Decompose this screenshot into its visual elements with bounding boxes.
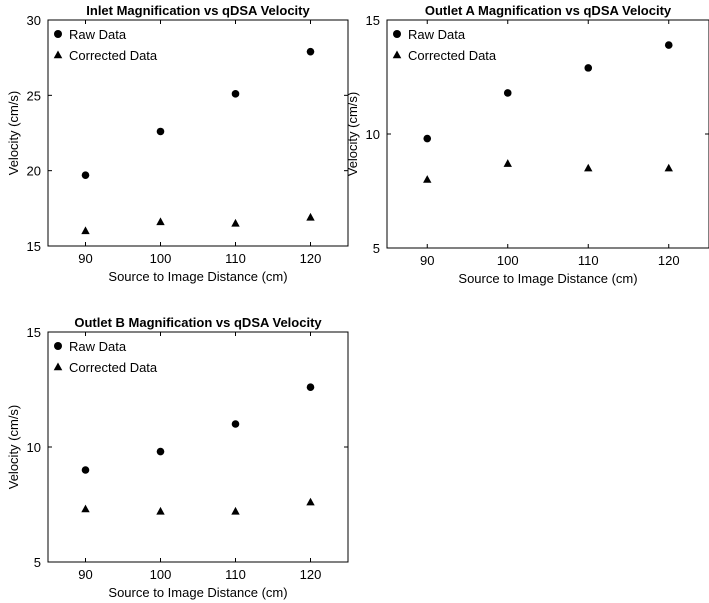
x-tick-label: 90 — [78, 567, 92, 582]
y-axis-label: Velocity (cm/s) — [345, 92, 360, 177]
raw-data-point — [81, 171, 90, 179]
x-tick-label: 100 — [150, 251, 172, 266]
raw-data-point — [231, 420, 240, 428]
legend-entry-label: Corrected Data — [408, 48, 497, 63]
y-tick-label: 20 — [27, 164, 41, 179]
raw-data-point — [156, 447, 165, 456]
corrected-data-point — [231, 506, 240, 515]
y-tick-label: 5 — [34, 555, 41, 570]
x-tick-label: 120 — [300, 567, 322, 582]
legend-entry-label: Raw Data — [69, 339, 127, 354]
x-axis-label: Source to Image Distance (cm) — [108, 585, 287, 600]
corrected-data-point — [156, 506, 165, 515]
raw-data-point — [81, 466, 90, 474]
x-tick-label: 110 — [225, 251, 246, 266]
legend-marker-circle — [54, 30, 62, 38]
chart-panel-1: Inlet Magnification vs qDSA Velocity 90 10… — [6, 3, 349, 284]
x-tick-label: 110 — [225, 567, 246, 582]
raw-data-point — [584, 64, 593, 72]
chart-panel-3: Outlet B Magnification vs qDSA Velocity 9… — [6, 315, 349, 600]
x-tick-label: 110 — [578, 253, 599, 268]
plot-area-frame — [47, 19, 349, 247]
y-tick-label: 5 — [373, 241, 380, 256]
legend-marker-triangle — [53, 362, 63, 371]
y-tick-label: 30 — [27, 13, 41, 28]
raw-data-point — [664, 41, 673, 49]
legend-marker-circle — [393, 30, 401, 38]
corrected-data-point — [231, 218, 240, 227]
corrected-data-point — [503, 159, 512, 167]
chart-title: Outlet B Magnification vs qDSA Velocity — [74, 315, 322, 330]
y-tick-label: 10 — [366, 127, 380, 142]
y-tick-label: 15 — [366, 13, 380, 28]
corrected-data-point — [306, 212, 315, 221]
x-tick-label: 90 — [78, 251, 92, 266]
y-tick-label: 15 — [27, 239, 41, 254]
x-tick-label: 100 — [150, 567, 172, 582]
legend-marker-triangle — [392, 50, 402, 59]
chart-title: Inlet Magnification vs qDSA Velocity — [86, 3, 310, 18]
x-tick-label: 120 — [658, 253, 680, 268]
raw-data-point — [503, 89, 512, 97]
corrected-data-point — [81, 226, 90, 235]
y-tick-label: 25 — [27, 88, 41, 103]
x-axis-label: Source to Image Distance (cm) — [458, 271, 637, 286]
x-tick-label: 100 — [497, 253, 519, 268]
legend-entry-label: Corrected Data — [69, 48, 158, 63]
corrected-data-point — [81, 504, 90, 513]
legend-entry-label: Raw Data — [69, 27, 127, 42]
raw-data-point — [423, 134, 432, 143]
y-tick-label: 15 — [27, 325, 41, 340]
legend-entry-label: Raw Data — [408, 27, 466, 42]
y-axis-label: Velocity (cm/s) — [6, 91, 21, 176]
corrected-data-point — [584, 163, 593, 172]
corrected-data-point — [306, 497, 315, 506]
raw-data-point — [156, 127, 165, 136]
x-tick-label: 120 — [300, 251, 322, 266]
corrected-data-point — [156, 217, 165, 226]
y-axis-label: Velocity (cm/s) — [6, 405, 21, 490]
x-axis-label: Source to Image Distance (cm) — [108, 269, 287, 284]
raw-data-point — [231, 90, 240, 98]
y-tick-label: 10 — [27, 440, 41, 455]
legend-marker-triangle — [53, 50, 63, 59]
raw-data-point — [306, 47, 315, 56]
corrected-data-point — [664, 163, 673, 172]
corrected-data-point — [423, 175, 432, 183]
chart-panel-2: Outlet A Magnification vs qDSA Velocity 9… — [345, 3, 709, 286]
legend-marker-circle — [54, 342, 62, 350]
legend-entry-label: Corrected Data — [69, 360, 158, 375]
x-tick-label: 90 — [420, 253, 434, 268]
raw-data-point — [306, 383, 315, 392]
chart-title: Outlet A Magnification vs qDSA Velocity — [425, 3, 672, 18]
